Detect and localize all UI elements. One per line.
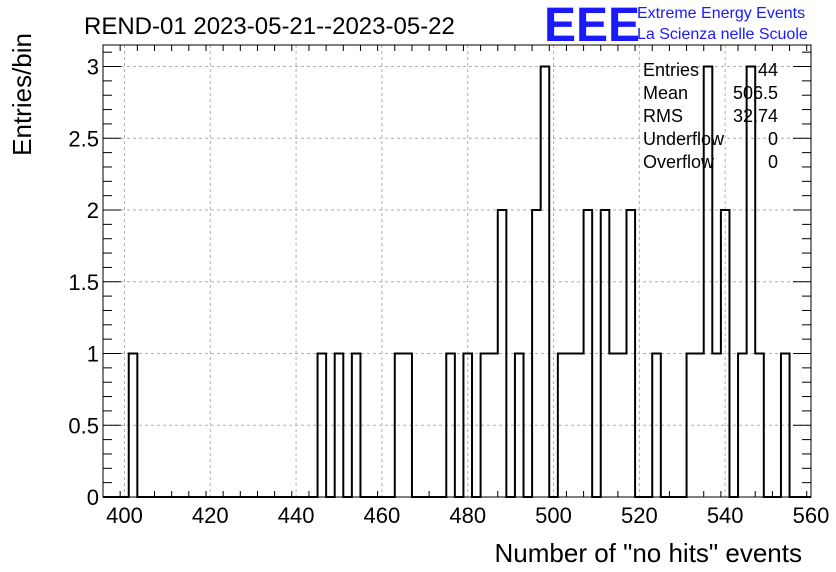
y-axis-title: Entries/bin bbox=[7, 33, 37, 156]
x-tick-label: 540 bbox=[707, 503, 744, 528]
logo-letters: EEE bbox=[544, 0, 640, 52]
x-tick-label: 420 bbox=[192, 503, 229, 528]
x-tick-label: 500 bbox=[535, 503, 572, 528]
y-tick-label: 1 bbox=[87, 342, 99, 367]
logo-line-1: Extreme Energy Events bbox=[637, 5, 805, 22]
x-tick-label: 460 bbox=[364, 503, 401, 528]
stats-value: 0 bbox=[768, 152, 778, 172]
x-tick-label: 560 bbox=[793, 503, 830, 528]
stats-value: 506.5 bbox=[733, 83, 778, 103]
chart-title: REND-01 2023-05-21--2023-05-22 bbox=[84, 13, 455, 40]
x-axis-title: Number of "no hits" events bbox=[495, 538, 803, 568]
stats-label: Underflow bbox=[643, 129, 725, 149]
stats-label: Overflow bbox=[643, 152, 715, 172]
y-tick-label: 1.5 bbox=[68, 270, 99, 295]
axis-ticks bbox=[102, 45, 811, 498]
x-tick-label: 400 bbox=[106, 503, 143, 528]
x-tick-label: 480 bbox=[449, 503, 486, 528]
y-tick-label: 0 bbox=[87, 485, 99, 510]
stats-label: Mean bbox=[643, 83, 688, 103]
stats-value: 44 bbox=[758, 60, 778, 80]
eee-logo: EEE Extreme Energy Events La Scienza nel… bbox=[544, 0, 808, 52]
y-tick-label: 2.5 bbox=[68, 126, 99, 151]
stats-value: 32.74 bbox=[733, 106, 778, 126]
stats-label: RMS bbox=[643, 106, 683, 126]
y-tick-label: 3 bbox=[87, 55, 99, 80]
plot-frame bbox=[102, 44, 812, 498]
x-tick-label: 520 bbox=[621, 503, 658, 528]
grid bbox=[103, 45, 811, 497]
stats-label: Entries bbox=[643, 60, 699, 80]
stats-box: Entries 44 Mean 506.5 RMS 32.74 Underflow 0 Over… bbox=[643, 60, 778, 172]
y-tick-label: 0.5 bbox=[68, 413, 99, 438]
logo-line-2: La Scienza nelle Scuole bbox=[637, 26, 808, 43]
y-tick-label: 2 bbox=[87, 198, 99, 223]
x-tick-label: 440 bbox=[278, 503, 315, 528]
stats-value: 0 bbox=[768, 129, 778, 149]
